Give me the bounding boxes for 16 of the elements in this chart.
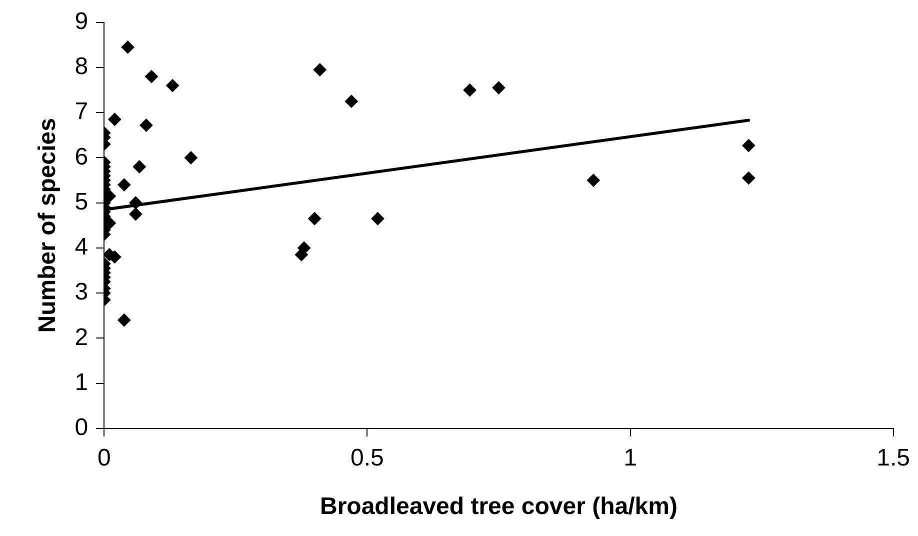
y-tick-label: 8 <box>74 53 88 80</box>
y-tick-label: 7 <box>74 98 88 126</box>
y-tick-label: 1 <box>74 368 88 396</box>
y-tick-label: 2 <box>74 324 88 351</box>
y-tick-label: 4 <box>74 234 88 261</box>
x-tick-label: 1 <box>624 444 637 472</box>
x-tick-label: 0 <box>97 444 111 472</box>
x-tick-label: 1.5 <box>876 444 910 472</box>
y-tick-label: 9 <box>74 8 88 36</box>
x-tick-label: 0.5 <box>350 444 384 472</box>
y-axis-title: Number of species <box>34 118 62 333</box>
y-tick-label: 6 <box>74 143 88 170</box>
y-tick-label: 3 <box>74 278 88 306</box>
y-tick-label: 0 <box>74 414 88 442</box>
y-tick-label: 5 <box>74 188 88 216</box>
x-axis-title: Broadleaved tree cover (ha/km) <box>320 493 678 520</box>
